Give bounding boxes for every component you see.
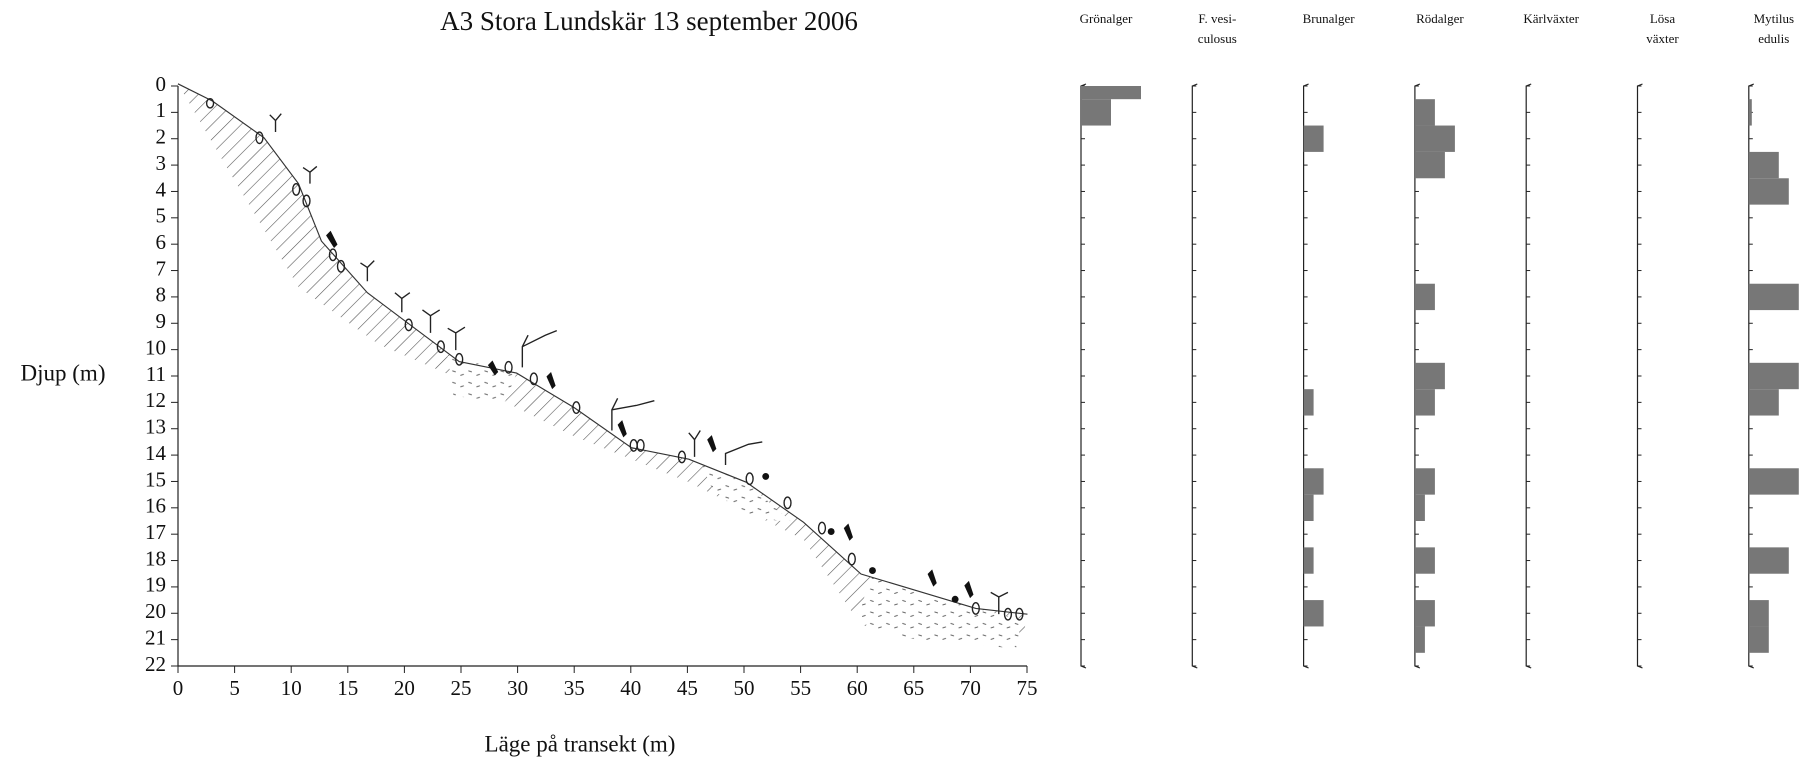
bar — [1414, 494, 1425, 521]
y-tick-label: 12 — [145, 388, 166, 412]
bar — [1748, 468, 1799, 495]
bar — [1303, 600, 1324, 627]
y-tick-label: 3 — [156, 151, 167, 175]
bar — [1303, 389, 1314, 416]
y-tick-label: 17 — [145, 520, 166, 544]
bar — [1748, 389, 1779, 416]
x-tick-label: 25 — [451, 676, 472, 700]
bar — [1303, 468, 1324, 495]
bar — [1303, 547, 1314, 574]
bar — [1414, 626, 1425, 653]
y-tick-label: 1 — [156, 98, 167, 122]
x-tick-label: 20 — [394, 676, 415, 700]
x-tick-label: 0 — [173, 676, 184, 700]
x-tick-label: 35 — [564, 676, 585, 700]
x-tick-label: 15 — [337, 676, 358, 700]
x-tick-label: 70 — [960, 676, 981, 700]
bar — [1414, 547, 1435, 574]
panel-header: Grönalger — [1079, 11, 1133, 26]
x-axis-label: Läge på transekt (m) — [485, 731, 676, 756]
y-tick-label: 10 — [145, 335, 166, 359]
y-tick-label: 16 — [145, 494, 166, 518]
bar — [1414, 600, 1435, 627]
x-tick-label: 30 — [507, 676, 528, 700]
panel-header: F. vesi- culosus — [1197, 11, 1237, 46]
bar — [1303, 125, 1324, 152]
y-tick-label: 8 — [156, 283, 167, 307]
x-tick-label: 55 — [790, 676, 811, 700]
y-tick-label: 2 — [156, 125, 167, 149]
bar — [1414, 389, 1435, 416]
y-tick-label: 15 — [145, 467, 166, 491]
y-tick-label: 18 — [145, 546, 166, 570]
y-tick-label: 13 — [145, 415, 166, 439]
bar — [1303, 494, 1314, 521]
panel-header: Lösa växter — [1646, 11, 1679, 46]
y-tick-label: 22 — [145, 652, 166, 676]
bar — [1414, 151, 1445, 179]
bar — [1081, 99, 1111, 126]
x-tick-label: 75 — [1017, 676, 1038, 700]
panel-header: Brunalger — [1302, 11, 1355, 26]
y-tick-label: 21 — [145, 625, 166, 649]
y-tick-label: 11 — [146, 362, 166, 386]
bar — [1748, 626, 1769, 653]
bar — [1414, 468, 1435, 495]
bar — [1414, 125, 1455, 152]
x-tick-label: 65 — [903, 676, 924, 700]
x-tick-label: 5 — [229, 676, 240, 700]
y-tick-label: 0 — [156, 72, 167, 96]
y-axis-label: Djup (m) — [21, 360, 106, 385]
y-tick-label: 14 — [145, 441, 167, 465]
bar — [1414, 283, 1435, 311]
panel-header: Mytilus edulis — [1753, 11, 1795, 46]
y-tick-label: 20 — [145, 599, 166, 623]
seabed-illustration — [177, 83, 1028, 649]
y-tick-label: 19 — [145, 573, 166, 597]
x-tick-label: 10 — [281, 676, 302, 700]
bar — [1414, 99, 1435, 126]
bar — [1748, 283, 1799, 311]
bar — [1748, 362, 1799, 390]
y-tick-label: 9 — [156, 309, 167, 333]
x-tick-label: 50 — [734, 676, 755, 700]
y-tick-label: 7 — [156, 256, 167, 280]
x-tick-label: 60 — [847, 676, 868, 700]
bar — [1748, 178, 1789, 205]
bar — [1748, 547, 1789, 574]
x-tick-label: 45 — [677, 676, 698, 700]
y-tick-label: 4 — [156, 177, 167, 201]
panel-header: Rödalger — [1416, 11, 1464, 26]
bar — [1748, 99, 1752, 126]
y-tick-label: 6 — [156, 230, 167, 254]
bar — [1081, 86, 1141, 100]
panel-header: Kärlväxter — [1523, 11, 1579, 26]
y-tick-label: 5 — [156, 204, 167, 228]
bar — [1748, 600, 1769, 627]
x-tick-label: 40 — [620, 676, 641, 700]
bar — [1748, 151, 1779, 179]
chart-title: A3 Stora Lundskär 13 september 2006 — [440, 6, 858, 36]
bar — [1414, 362, 1445, 390]
